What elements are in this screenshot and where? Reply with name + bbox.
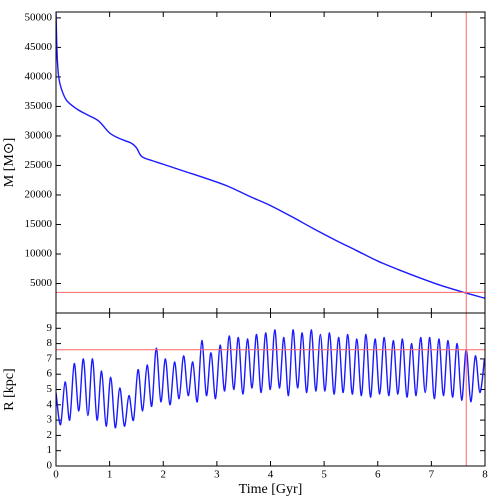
x-tick-label: 4: [268, 469, 274, 481]
x-tick-label: 3: [214, 469, 220, 481]
y-tick-label: 25000: [25, 159, 53, 171]
y-tick-label: 45000: [25, 41, 53, 53]
y-tick-label: 15000: [25, 218, 53, 230]
y-axis-label: R [kpc]: [2, 368, 17, 410]
x-tick-label: 8: [482, 469, 488, 481]
plot-area: [56, 12, 485, 313]
x-tick-label: 0: [53, 469, 59, 481]
y-tick-label: 1: [47, 444, 53, 456]
y-tick-label: 5: [47, 383, 53, 395]
y-tick-label: 5000: [30, 277, 53, 289]
y-tick-label: 9: [47, 322, 53, 334]
y-tick-label: 7: [47, 352, 53, 364]
y-tick-label: 50000: [25, 11, 53, 23]
y-tick-label: 30000: [25, 129, 53, 141]
y-axis-label: M [M⊙]: [2, 138, 17, 187]
plot-area: [56, 313, 485, 466]
x-tick-label: 6: [375, 469, 381, 481]
plot-frame: [55, 312, 486, 467]
x-tick-label: 7: [429, 469, 435, 481]
x-tick-label: 5: [321, 469, 327, 481]
y-tick-label: 35000: [25, 100, 53, 112]
x-tick-label: 1: [107, 469, 113, 481]
plot-frame: [55, 11, 486, 314]
data-line: [56, 329, 485, 429]
y-tick-label: 3: [47, 414, 53, 426]
x-tick-label: 2: [161, 469, 167, 481]
y-tick-label: 2: [47, 429, 53, 441]
y-tick-label: 0: [47, 460, 53, 472]
y-tick-label: 40000: [25, 70, 53, 82]
y-tick-label: 20000: [25, 188, 53, 200]
y-tick-label: 10000: [25, 248, 53, 260]
y-tick-label: 6: [47, 368, 53, 380]
y-tick-label: 4: [47, 398, 53, 410]
x-axis-label: Time [Gyr]: [239, 482, 303, 497]
data-line: [56, 12, 485, 299]
y-tick-label: 8: [47, 337, 53, 349]
